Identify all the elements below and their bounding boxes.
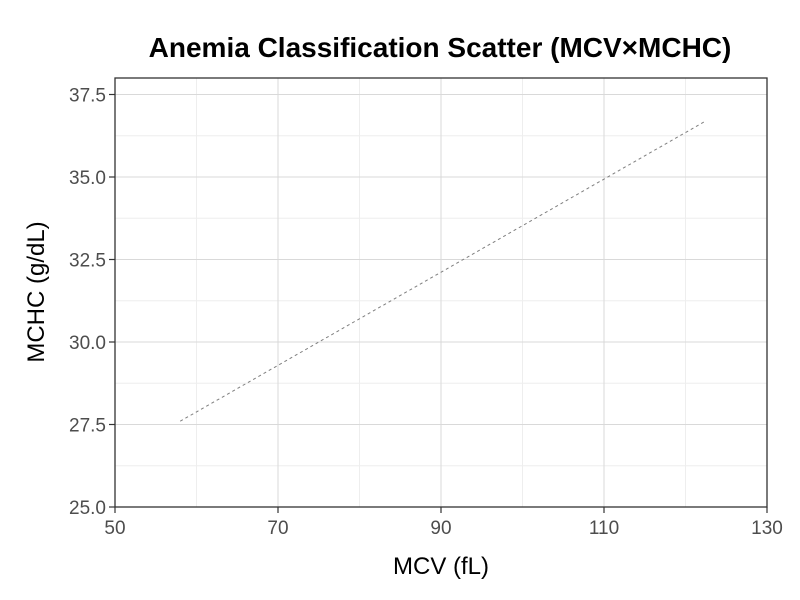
x-tick-label: 70 [267,518,288,539]
x-tick-label: 50 [104,518,125,539]
x-tick-label: 130 [751,518,783,539]
y-tick-label: 30.0 [69,333,106,354]
y-tick-label: 25.0 [69,498,106,519]
chart-title: Anemia Classification Scatter (MCV×MCHC) [149,32,732,63]
data-marks [179,120,707,422]
y-tick-label: 35.0 [69,168,106,189]
major-gridlines [114,78,768,508]
y-tick-label: 27.5 [69,416,106,437]
x-axis-title: MCV (fL) [393,553,489,580]
y-axis: 25.0 27.5 30.0 32.5 35.0 37.5 [69,86,115,519]
y-tick-label: 32.5 [69,251,106,272]
y-tick-label: 37.5 [69,86,106,107]
trend-line [179,120,707,422]
x-tick-label: 90 [430,518,451,539]
x-tick-label: 110 [589,518,619,539]
y-axis-title: MCHC (g/dL) [23,221,50,362]
x-axis: 50 70 90 110 130 [104,507,783,539]
